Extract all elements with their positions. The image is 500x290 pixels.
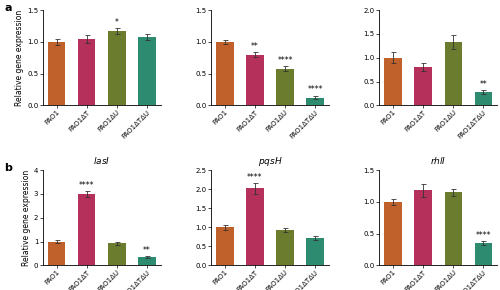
Y-axis label: Relative gene expression: Relative gene expression [16, 10, 24, 106]
Bar [48, 42, 66, 105]
Bar [246, 55, 264, 105]
Bar [474, 243, 492, 265]
Bar [444, 192, 462, 265]
Bar [384, 58, 402, 105]
Text: *: * [115, 18, 118, 27]
Bar [414, 67, 432, 105]
Bar [384, 202, 402, 265]
Text: ****: **** [79, 181, 94, 190]
Text: ****: **** [278, 56, 293, 65]
Bar [108, 243, 126, 265]
Text: **: ** [480, 80, 488, 89]
Text: ****: **** [247, 173, 262, 182]
Bar [48, 242, 66, 265]
Bar [306, 238, 324, 265]
Text: a: a [4, 3, 12, 12]
Text: **: ** [143, 246, 151, 255]
Bar [306, 98, 324, 105]
Text: $\it{pqsH}$: $\it{pqsH}$ [258, 155, 282, 168]
Bar [138, 257, 156, 265]
Text: ****: **** [308, 85, 323, 94]
Bar [138, 37, 156, 105]
Text: b: b [4, 162, 12, 173]
Bar [216, 42, 234, 105]
Bar [474, 92, 492, 105]
Text: $\it{rhlI}$: $\it{rhlI}$ [430, 155, 446, 166]
Bar [216, 227, 234, 265]
Bar [78, 39, 96, 105]
Bar [444, 42, 462, 105]
Y-axis label: Relative gene expression: Relative gene expression [22, 170, 31, 266]
Bar [276, 230, 294, 265]
Text: $\it{lasI}$: $\it{lasI}$ [93, 155, 110, 166]
Bar [108, 31, 126, 105]
Bar [78, 194, 96, 265]
Bar [276, 68, 294, 105]
Text: **: ** [251, 42, 259, 51]
Bar [246, 188, 264, 265]
Bar [414, 191, 432, 265]
Text: ****: **** [476, 231, 491, 240]
